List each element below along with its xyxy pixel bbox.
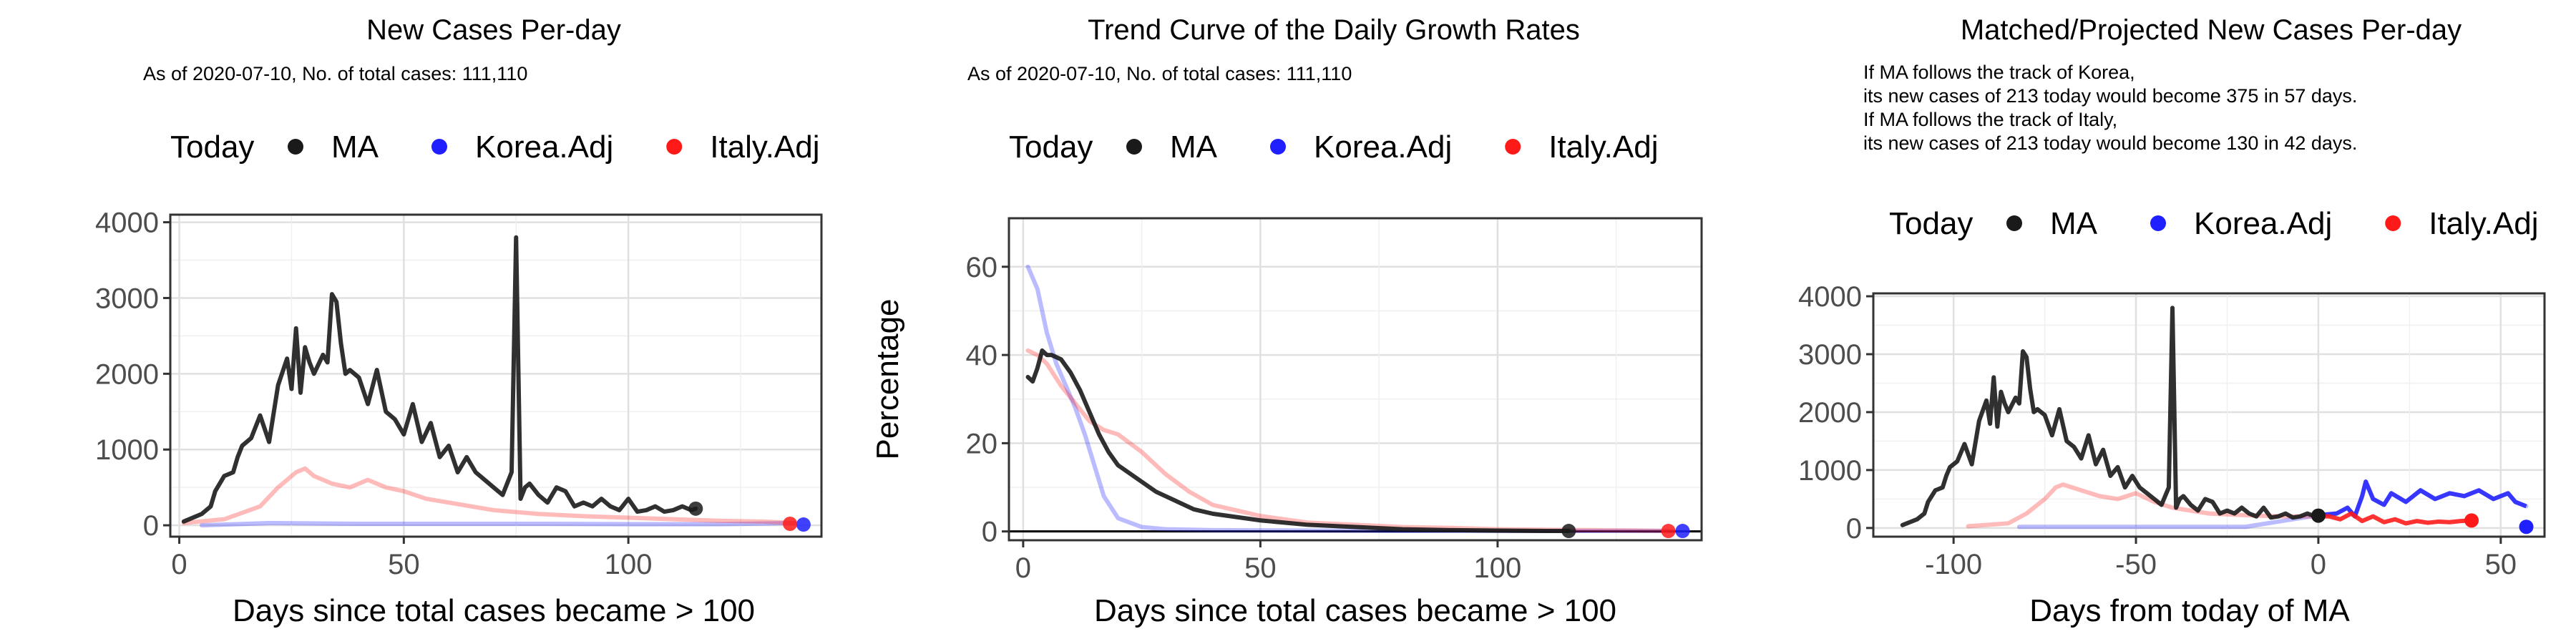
legend-label-korea: Korea.Adj [2194, 206, 2332, 241]
x-tick-label: 50 [2485, 549, 2517, 580]
y-tick-label: 1000 [95, 434, 159, 466]
projected-line-italy [2318, 511, 2472, 526]
y-tick-label: 20 [966, 428, 998, 459]
legend: Today MA Korea.Adj Italy.Adj [1889, 206, 2538, 241]
x-tick-label: 50 [388, 549, 420, 580]
annotation-line: If MA follows the track of Italy, [1863, 109, 2117, 130]
y-tick-label: 60 [966, 252, 998, 283]
y-tick-label: 3000 [1798, 339, 1862, 371]
x-tick-label: -100 [1925, 549, 1982, 580]
series-line-ma [1025, 348, 1571, 534]
today-point-italy [1661, 524, 1676, 539]
today-point-ma [688, 501, 703, 516]
legend-label-ma: MA [1170, 130, 1218, 165]
y-tick-label: 0 [143, 510, 159, 542]
legend-marker-italy [666, 139, 683, 155]
legend-marker-korea [431, 139, 447, 155]
y-tick-label: 2000 [95, 358, 159, 390]
legend-marker-ma [2006, 215, 2022, 231]
annotation-line: its new cases of 213 today would become … [1863, 132, 2357, 154]
y-tick-label: 2000 [1798, 397, 1862, 429]
today-point-ma [2311, 508, 2326, 523]
today-point-ma [1561, 524, 1576, 539]
legend: Today MA Korea.Adj Italy.Adj [170, 130, 819, 165]
x-axis-label: Days since total cases became > 100 [233, 593, 755, 628]
plot-area [1009, 218, 1702, 540]
legend-marker-italy [1505, 139, 1521, 155]
chart-panel-2: Trend Curve of the Daily Growth Rates As … [870, 14, 1703, 628]
plot-border [1008, 217, 1703, 542]
today-point-korea [2519, 519, 2534, 535]
legend-title: Today [1009, 130, 1093, 165]
chart-title: New Cases Per-day [366, 14, 621, 46]
legend-marker-italy [2385, 215, 2401, 231]
y-tick-label: 1000 [1798, 455, 1862, 487]
legend-marker-ma [288, 139, 303, 155]
annotation-line: its new cases of 213 today would become … [1863, 85, 2357, 107]
legend-title: Today [1889, 206, 1973, 241]
chart-panel-3: Matched/Projected New Cases Per-day If MA… [1798, 14, 2546, 628]
x-tick-label: 0 [171, 549, 187, 580]
y-tick-label: 4000 [95, 208, 159, 239]
annotation-line: If MA follows the track of Korea, [1863, 62, 2135, 83]
legend: Today MA Korea.Adj Italy.Adj [1009, 130, 1658, 165]
x-tick-label: 100 [605, 549, 653, 580]
legend-marker-ma [1126, 139, 1142, 155]
gridlines [1873, 293, 2545, 537]
series-line-korea [199, 520, 797, 528]
plot-border [1872, 292, 2546, 538]
chart-subtitle: As of 2020-07-10, No. of total cases: 11… [967, 63, 1352, 84]
today-point-italy [2464, 513, 2479, 528]
legend-label-italy: Italy.Adj [1548, 130, 1658, 165]
plot-area [170, 215, 821, 537]
x-tick-label: 100 [1474, 552, 1522, 584]
legend-marker-korea [2150, 215, 2166, 231]
chart-title: Trend Curve of the Daily Growth Rates [1088, 14, 1580, 46]
y-tick-label: 0 [1846, 513, 1862, 545]
legend-label-korea: Korea.Adj [475, 130, 613, 165]
y-tick-label: 4000 [1798, 281, 1862, 313]
legend-label-ma: MA [331, 130, 379, 165]
x-axis-label: Days since total cases became > 100 [1094, 593, 1616, 628]
series-line-ma [181, 235, 698, 524]
chart-title: Matched/Projected New Cases Per-day [1961, 14, 2462, 46]
today-point-italy [783, 517, 798, 531]
y-tick-label: 40 [966, 340, 998, 371]
chart-subtitle: As of 2020-07-10, No. of total cases: 11… [143, 63, 527, 84]
chart-panel-1: New Cases Per-day As of 2020-07-10, No. o… [95, 14, 823, 628]
legend-label-ma: MA [2050, 206, 2098, 241]
plot-border [169, 213, 823, 538]
legend-label-italy: Italy.Adj [2429, 206, 2538, 241]
legend-title: Today [170, 130, 254, 165]
y-tick-label: 3000 [95, 283, 159, 314]
x-tick-label: 0 [1015, 552, 1031, 584]
x-axis-label: Days from today of MA [2029, 593, 2350, 628]
x-tick-label: -50 [2115, 549, 2157, 580]
today-point-korea [1675, 524, 1690, 539]
today-point-korea [796, 517, 811, 532]
y-tick-label: 0 [982, 517, 997, 548]
legend-label-italy: Italy.Adj [710, 130, 819, 165]
x-tick-label: 50 [1244, 552, 1277, 584]
series-line-italy [181, 466, 797, 525]
legend-marker-korea [1270, 139, 1286, 155]
series-line-ma [1900, 306, 2321, 527]
y-axis-label: Percentage [870, 298, 905, 459]
legend-label-korea: Korea.Adj [1314, 130, 1452, 165]
x-tick-label: 0 [2311, 549, 2326, 580]
